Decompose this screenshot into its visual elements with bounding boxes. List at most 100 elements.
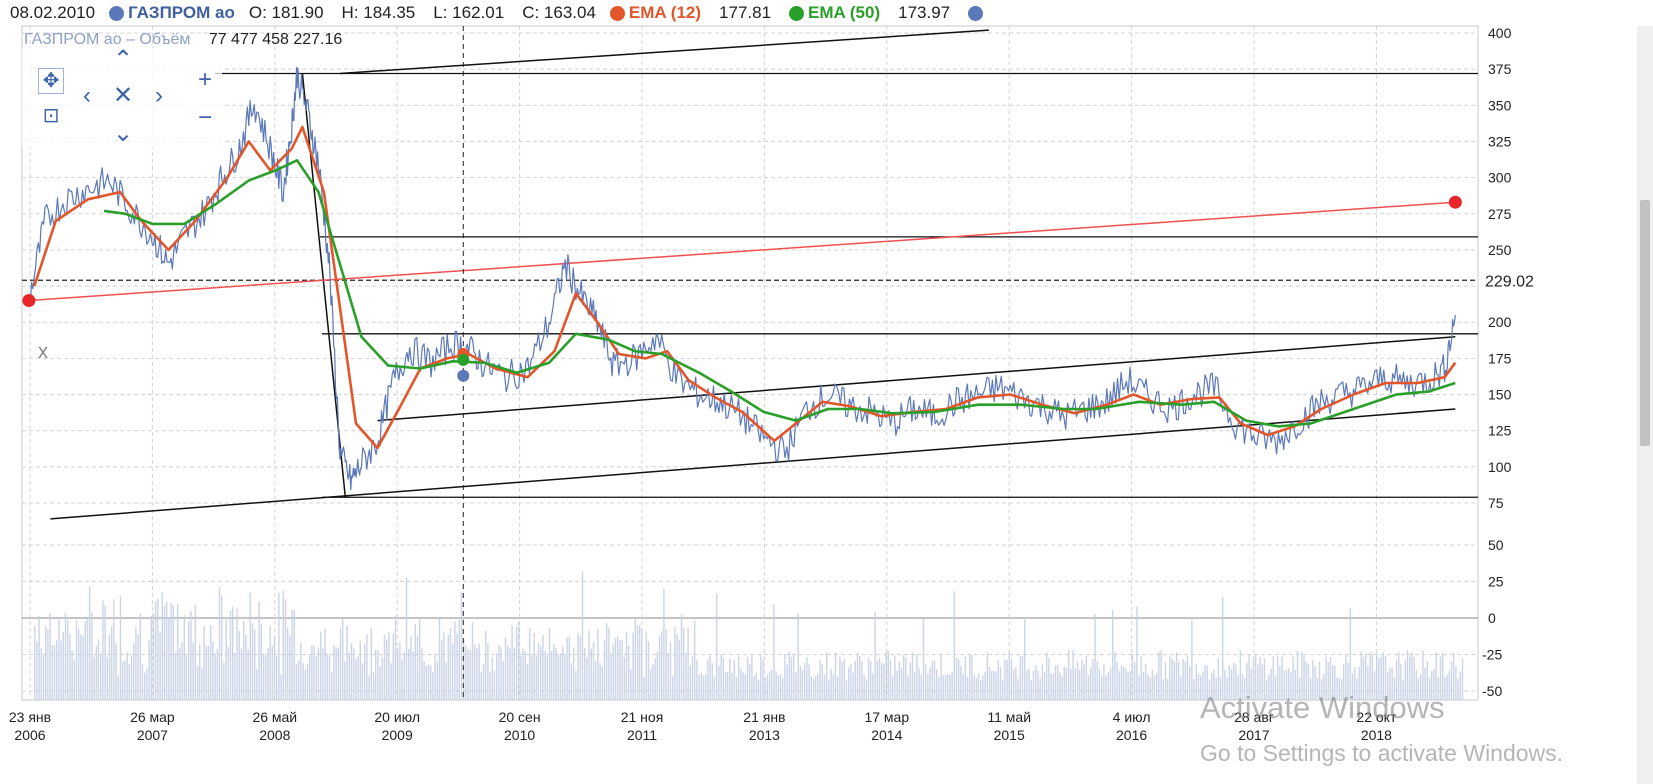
- volume-bar: [1017, 679, 1019, 700]
- volume-bar: [863, 674, 865, 700]
- horizontal-levels: [22, 72, 1478, 498]
- volume-bar: [1378, 658, 1380, 700]
- volume-bar: [124, 660, 126, 700]
- arrow-down-icon[interactable]: ⌄: [112, 120, 134, 147]
- volume-bar: [1195, 663, 1197, 700]
- volume-bar: [42, 654, 45, 700]
- volume-bar: [984, 671, 986, 700]
- volume-bar: [397, 647, 399, 700]
- volume-bar: [1270, 668, 1272, 700]
- volume-bar: [1266, 679, 1268, 700]
- volume-bar: [658, 635, 661, 700]
- volume-bar: [821, 664, 823, 700]
- reset-icon[interactable]: ✕: [112, 82, 134, 109]
- volume-bar: [592, 642, 595, 700]
- volume-bar: [1208, 679, 1211, 700]
- volume-bar: [586, 657, 588, 700]
- volume-bar: [806, 657, 808, 700]
- legend-open: O: 181.90: [248, 3, 324, 22]
- volume-bar: [544, 651, 546, 700]
- volume-bar: [881, 662, 883, 700]
- volume-bar: [755, 672, 757, 700]
- volume-bar: [40, 647, 42, 700]
- x-tick-label: 26 мар: [130, 709, 175, 725]
- volume-bar: [447, 634, 449, 700]
- volume-bar: [509, 648, 511, 700]
- volume-bar: [1224, 670, 1226, 700]
- arrow-right-icon[interactable]: ›: [155, 82, 163, 109]
- volume-bar: [1219, 677, 1222, 700]
- y-tick-label: 150: [1488, 387, 1512, 403]
- volume-bar: [1248, 653, 1250, 700]
- volume-bar: [911, 652, 914, 700]
- scrollbar-thumb[interactable]: [1640, 200, 1650, 446]
- close-drawing-icon[interactable]: x: [38, 341, 48, 363]
- volume-bar: [790, 657, 793, 700]
- price-label-box: [1480, 269, 1546, 292]
- volume-bar: [1263, 658, 1266, 700]
- arrow-left-icon[interactable]: ‹: [83, 82, 91, 109]
- volume-tick-label: 50: [1488, 537, 1504, 553]
- zoom-in-icon[interactable]: +: [197, 66, 212, 93]
- volume-bar: [287, 627, 289, 700]
- volume-bar: [988, 666, 991, 700]
- volume-bar: [1090, 667, 1092, 700]
- volume-bar: [1222, 596, 1224, 700]
- volume-bar: [1230, 669, 1233, 700]
- arrow-up-icon[interactable]: ⌃: [112, 46, 134, 73]
- volume-bar: [977, 673, 980, 700]
- volume-bar: [128, 664, 130, 700]
- volume-bar: [119, 596, 122, 700]
- volume-bar: [870, 660, 872, 700]
- volume-bar: [515, 626, 518, 700]
- volume-bar: [441, 639, 443, 700]
- volume-bar: [1129, 671, 1131, 700]
- volume-bar: [181, 642, 183, 700]
- volume-bar: [115, 643, 117, 700]
- volume-bar: [718, 666, 720, 700]
- x-tick-year: 2011: [627, 727, 657, 743]
- volume-bar: [559, 653, 562, 700]
- volume-bar: [388, 631, 390, 700]
- volume-bar: [1318, 661, 1321, 700]
- volume-bar: [731, 672, 733, 700]
- volume-bar: [438, 616, 441, 700]
- volume-bar: [1371, 653, 1373, 700]
- volume-bar: [636, 625, 639, 700]
- volume-bar: [918, 668, 920, 700]
- volume-bar: [1255, 653, 1257, 700]
- volume-bar: [328, 654, 331, 700]
- volume-bar: [434, 653, 436, 700]
- volume-bar: [1459, 671, 1461, 700]
- zoom-out-icon[interactable]: −: [197, 104, 212, 131]
- y-tick-label: 375: [1488, 61, 1512, 77]
- volume-bar: [1101, 676, 1103, 700]
- volume-bar: [100, 654, 102, 700]
- volume-bar: [260, 623, 262, 700]
- volume-bar: [1079, 669, 1081, 700]
- volume-bar: [661, 631, 663, 700]
- volume-bar: [522, 649, 524, 700]
- volume-bar: [760, 655, 762, 700]
- volume-bar: [1329, 657, 1332, 700]
- zoom-rect-icon[interactable]: ⊡: [42, 105, 60, 127]
- volume-bar: [1279, 666, 1281, 700]
- volume-bar: [291, 609, 293, 700]
- move-icon[interactable]: ✥: [38, 68, 64, 94]
- volume-bar: [834, 652, 837, 700]
- trend-lines: [28, 29, 1456, 520]
- volume-bar: [1015, 666, 1017, 700]
- volume-bar: [753, 675, 755, 700]
- volume-bar: [1367, 666, 1369, 700]
- volume-bar: [630, 669, 632, 700]
- volume-bar: [1191, 619, 1193, 700]
- volume-bar: [1068, 650, 1070, 700]
- volume-bar: [271, 645, 273, 700]
- y-tick-label: 350: [1488, 97, 1512, 113]
- x-tick-label: 17 мар: [864, 709, 909, 725]
- volume-bar: [577, 633, 579, 700]
- volume-bar: [1032, 670, 1035, 700]
- legend-ema12-value: 177.81: [719, 3, 772, 22]
- volume-bar: [298, 660, 300, 700]
